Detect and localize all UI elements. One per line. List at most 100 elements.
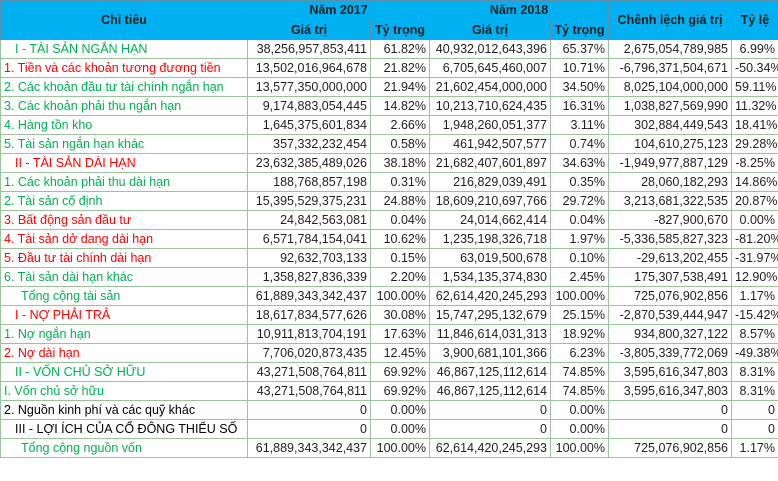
cell-weight-2018: 0.00% — [550, 419, 609, 439]
cell-label: 3. Các khoản phải thu ngắn hạn — [0, 96, 248, 116]
cell-difference: 104,610,275,123 — [608, 134, 732, 154]
cell-difference: -1,949,977,887,129 — [608, 153, 732, 173]
cell-value-2017: 92,632,703,133 — [247, 248, 371, 268]
cell-value-2018: 24,014,662,414 — [429, 210, 551, 230]
cell-rate: 20.87% — [731, 191, 778, 211]
cell-rate: -8.25% — [731, 153, 778, 173]
cell-difference: 175,307,538,491 — [608, 267, 732, 287]
cell-value-2018: 46,867,125,112,614 — [429, 381, 551, 401]
cell-difference: 934,800,327,122 — [608, 324, 732, 344]
cell-value-2017: 1,645,375,601,834 — [247, 115, 371, 135]
cell-weight-2017: 0.00% — [370, 419, 430, 439]
cell-weight-2017: 14.82% — [370, 96, 430, 116]
cell-value-2017: 9,174,883,054,445 — [247, 96, 371, 116]
header-weight-2017: Tỷ trọng — [370, 19, 430, 40]
cell-weight-2017: 38.18% — [370, 153, 430, 173]
cell-weight-2018: 100.00% — [550, 286, 609, 306]
cell-value-2017: 0 — [247, 419, 371, 439]
cell-difference: 3,595,616,347,803 — [608, 362, 732, 382]
cell-value-2018: 1,534,135,374,830 — [429, 267, 551, 287]
cell-weight-2017: 69.92% — [370, 381, 430, 401]
cell-weight-2018: 74.85% — [550, 362, 609, 382]
cell-rate: 0 — [731, 419, 778, 439]
balance-sheet-table: Chỉ tiêu Năm 2017 Năm 2018 Chênh lệch gi… — [0, 0, 778, 458]
table-row: II - VỐN CHỦ SỞ HỮU 43,271,508,764,811 69.… — [0, 362, 778, 382]
cell-value-2017: 1,358,827,836,339 — [247, 267, 371, 287]
table-row: 5. Đầu tư tài chính dài hạn 92,632,703,13… — [0, 248, 778, 268]
cell-difference: -2,870,539,444,947 — [608, 305, 732, 325]
cell-weight-2017: 69.92% — [370, 362, 430, 382]
cell-difference: 3,213,681,322,535 — [608, 191, 732, 211]
table-row: 2. Các khoản đầu tư tài chính ngắn hạn 13… — [0, 77, 778, 97]
cell-value-2018: 216,829,039,491 — [429, 172, 551, 192]
cell-difference: -827,900,670 — [608, 210, 732, 230]
cell-rate: 59.11% — [731, 77, 778, 97]
header-year-2017: Năm 2017 — [247, 0, 430, 20]
table-row: 2. Nợ dài hạn 7,706,020,873,435 12.45% 3,90… — [0, 343, 778, 363]
cell-weight-2017: 2.20% — [370, 267, 430, 287]
table-row: III - LỢI ÍCH CỦA CỔ ĐÔNG THIỂU SỐ 0 0.00%… — [0, 419, 778, 439]
cell-value-2018: 15,747,295,132,679 — [429, 305, 551, 325]
cell-weight-2018: 10.71% — [550, 58, 609, 78]
cell-label: 5. Tài sản ngắn hạn khác — [0, 134, 248, 154]
cell-value-2018: 3,900,681,101,366 — [429, 343, 551, 363]
cell-value-2017: 357,332,232,454 — [247, 134, 371, 154]
cell-difference: 0 — [608, 419, 732, 439]
cell-weight-2018: 6.23% — [550, 343, 609, 363]
cell-value-2018: 63,019,500,678 — [429, 248, 551, 268]
cell-difference: -5,336,585,827,323 — [608, 229, 732, 249]
cell-value-2018: 62,614,420,245,293 — [429, 438, 551, 458]
cell-difference: 725,076,902,856 — [608, 438, 732, 458]
cell-weight-2018: 18.92% — [550, 324, 609, 344]
cell-label: III - LỢI ÍCH CỦA CỔ ĐÔNG THIỂU SỐ — [0, 419, 248, 439]
cell-rate: 8.57% — [731, 324, 778, 344]
header-rate: Tỷ lệ — [731, 0, 778, 40]
cell-difference: 1,038,827,569,990 — [608, 96, 732, 116]
cell-difference: 8,025,104,000,000 — [608, 77, 732, 97]
cell-value-2017: 38,256,957,853,411 — [247, 39, 371, 59]
cell-rate: 1.17% — [731, 286, 778, 306]
header-row-top: Chỉ tiêu Năm 2017 Năm 2018 Chênh lệch gi… — [0, 0, 778, 40]
cell-weight-2018: 0.74% — [550, 134, 609, 154]
cell-value-2017: 15,395,529,375,231 — [247, 191, 371, 211]
table-row: I - TÀI SẢN NGẮN HẠN 38,256,957,853,411 61… — [0, 39, 778, 59]
header-difference: Chênh lệch giá trị — [608, 0, 732, 40]
cell-weight-2017: 21.94% — [370, 77, 430, 97]
cell-value-2017: 10,911,813,704,191 — [247, 324, 371, 344]
cell-rate: -31.97% — [731, 248, 778, 268]
cell-weight-2018: 25.15% — [550, 305, 609, 325]
cell-weight-2018: 2.45% — [550, 267, 609, 287]
cell-rate: 8.31% — [731, 362, 778, 382]
cell-weight-2018: 100.00% — [550, 438, 609, 458]
cell-label: 1. Tiền và các khoản tương đương tiền — [0, 58, 248, 78]
cell-value-2017: 13,577,350,000,000 — [247, 77, 371, 97]
cell-value-2018: 10,213,710,624,435 — [429, 96, 551, 116]
table-row: Tổng cộng nguồn vốn 61,889,343,342,437 100… — [0, 438, 778, 458]
cell-weight-2017: 0.00% — [370, 400, 430, 420]
cell-difference: -6,796,371,504,671 — [608, 58, 732, 78]
cell-rate: 11.32% — [731, 96, 778, 116]
cell-value-2018: 461,942,507,577 — [429, 134, 551, 154]
cell-label: 2. Các khoản đầu tư tài chính ngắn hạn — [0, 77, 248, 97]
cell-weight-2018: 29.72% — [550, 191, 609, 211]
table-row: 2. Nguồn kinh phí và các quỹ khác 0 0.00% 0… — [0, 400, 778, 420]
header-value-2017: Giá trị — [247, 19, 371, 40]
cell-weight-2017: 0.15% — [370, 248, 430, 268]
cell-label: I - NỢ PHẢI TRẢ — [0, 305, 248, 325]
table-row: 1. Các khoản phải thu dài hạn 188,768,857… — [0, 172, 778, 192]
cell-difference: 302,884,449,543 — [608, 115, 732, 135]
header-weight-2018: Tỷ trọng — [550, 19, 609, 40]
header-row-sub: Giá trị Tỷ trọng Giá trị Tỷ trọng — [1, 19, 778, 40]
cell-value-2017: 7,706,020,873,435 — [247, 343, 371, 363]
cell-label: 2. Tài sản cố định — [0, 191, 248, 211]
cell-weight-2017: 24.88% — [370, 191, 430, 211]
cell-value-2017: 0 — [247, 400, 371, 420]
cell-weight-2017: 21.82% — [370, 58, 430, 78]
cell-label: II - TÀI SẢN DÀI HẠN — [0, 153, 248, 173]
cell-weight-2017: 100.00% — [370, 438, 430, 458]
cell-rate: 29.28% — [731, 134, 778, 154]
cell-weight-2018: 0.00% — [550, 400, 609, 420]
cell-value-2018: 21,602,454,000,000 — [429, 77, 551, 97]
cell-weight-2017: 17.63% — [370, 324, 430, 344]
table-row: 3. Các khoản phải thu ngắn hạn 9,174,883,… — [0, 96, 778, 116]
